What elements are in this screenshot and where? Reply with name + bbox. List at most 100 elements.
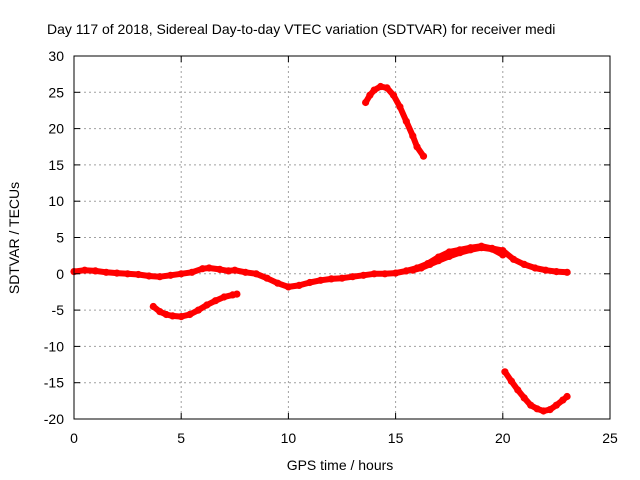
grid-lines [74, 56, 610, 419]
data-point [370, 270, 378, 278]
data-point [124, 270, 132, 278]
y-tick-label: 15 [48, 157, 64, 173]
data-point [81, 266, 89, 274]
data-point [241, 268, 250, 276]
data-point [514, 386, 522, 394]
y-tick-label: 30 [48, 48, 64, 64]
x-tick-label: 10 [281, 430, 297, 446]
data-point [102, 268, 110, 276]
chart-title: Day 117 of 2018, Sidereal Day-to-day VTE… [47, 21, 555, 37]
data-point [409, 266, 417, 274]
data-point [527, 401, 535, 409]
y-tick-label: 5 [56, 230, 64, 246]
data-point [306, 278, 314, 287]
axis-ticks: 0 5 10 15 20 25 -20 -15 -10 -5 0 5 10 15 20 25 30 [44, 48, 618, 446]
x-tick-label: 20 [495, 430, 511, 446]
data-point [169, 312, 177, 320]
data-point [402, 267, 410, 275]
data-point [396, 103, 404, 111]
y-tick-label: 25 [48, 84, 64, 100]
y-tick-label: 0 [56, 266, 64, 282]
data-point [149, 302, 157, 311]
data-point [563, 392, 571, 401]
data-point [113, 269, 121, 277]
data-point [211, 297, 220, 305]
data-point [520, 394, 528, 402]
x-tick-label: 5 [177, 430, 185, 446]
data-point [231, 266, 239, 274]
data-point [177, 313, 185, 321]
data-point [162, 310, 170, 319]
x-tick-label: 25 [602, 430, 618, 446]
data-point [488, 245, 496, 253]
data-point [419, 152, 428, 160]
data-point [409, 132, 417, 140]
data-point [338, 274, 346, 282]
data-point [456, 249, 464, 257]
x-tick-label: 15 [388, 430, 404, 446]
data-series [70, 82, 571, 415]
data-point [392, 269, 400, 277]
data-point [563, 268, 571, 276]
data-point [274, 279, 282, 287]
data-point [552, 268, 561, 276]
data-point [327, 275, 335, 283]
y-tick-label: -5 [52, 302, 65, 318]
data-point [402, 117, 410, 125]
series-secondary-track-c [501, 368, 571, 415]
data-point [499, 251, 507, 259]
x-tick-label: 0 [70, 430, 78, 446]
data-point [349, 273, 357, 281]
series-trace [409, 244, 506, 274]
data-point [177, 270, 185, 278]
data-point [383, 84, 391, 92]
data-point [520, 260, 528, 268]
data-point [417, 264, 425, 272]
data-point [539, 407, 548, 415]
data-point [509, 255, 518, 263]
y-tick-label: -10 [44, 338, 64, 354]
data-point [156, 308, 164, 316]
data-point [252, 270, 260, 278]
data-point [91, 267, 99, 275]
data-point [203, 301, 211, 309]
data-point [501, 368, 509, 376]
data-point [477, 244, 485, 252]
data-point [366, 91, 374, 99]
data-point [381, 270, 389, 278]
data-point [531, 264, 539, 272]
y-tick-label: 10 [48, 193, 64, 209]
data-point [224, 267, 232, 275]
series-lower-upper-branch [409, 244, 507, 274]
y-axis-label: SDTVAR / TECUs [6, 182, 22, 294]
x-axis-label: GPS time / hours [287, 457, 394, 473]
data-point [389, 91, 398, 99]
data-point [186, 310, 194, 319]
y-tick-label: -15 [44, 375, 64, 391]
data-point [233, 290, 241, 298]
data-point [216, 265, 224, 273]
data-point [205, 264, 213, 272]
data-point [362, 98, 370, 107]
data-point [546, 406, 554, 414]
data-point [507, 377, 515, 385]
data-point [284, 283, 292, 291]
data-point [317, 276, 325, 284]
data-point [199, 265, 207, 273]
data-point [220, 293, 228, 301]
data-point [359, 271, 367, 279]
data-point [552, 401, 561, 409]
y-tick-label: 20 [48, 121, 64, 137]
data-point [370, 86, 378, 94]
data-point [542, 266, 550, 274]
y-tick-label: -20 [44, 411, 64, 427]
data-point [134, 270, 142, 279]
data-point [156, 273, 164, 281]
data-point [445, 252, 453, 260]
series-secondary-track-b [362, 82, 428, 160]
data-point [295, 281, 303, 289]
data-point [413, 143, 421, 151]
data-point [434, 257, 443, 265]
data-point [263, 274, 271, 282]
data-point [467, 246, 475, 254]
